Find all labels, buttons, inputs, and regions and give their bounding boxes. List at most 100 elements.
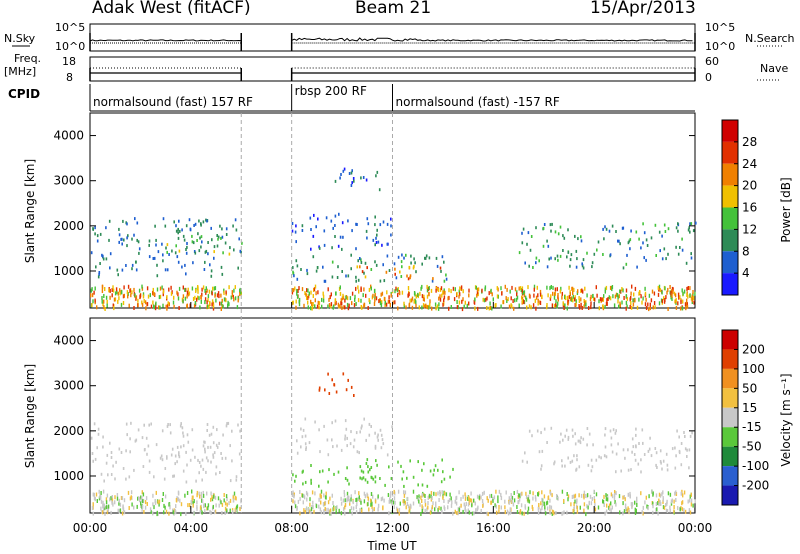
echo-cell xyxy=(302,428,305,432)
y-tick-label: 4000 xyxy=(53,334,84,348)
ground-scatter-cell xyxy=(480,495,482,500)
ground-scatter-cell xyxy=(349,501,351,506)
ground-scatter-cell xyxy=(388,299,391,304)
ground-scatter-cell xyxy=(328,509,330,514)
ground-scatter-cell xyxy=(428,286,430,290)
ground-scatter-cell xyxy=(305,292,307,297)
ground-scatter-cell xyxy=(359,498,361,502)
ground-scatter-cell xyxy=(313,288,315,292)
echo-cell xyxy=(348,482,350,486)
ground-scatter-cell xyxy=(597,505,600,510)
ground-scatter-cell xyxy=(338,287,341,291)
ground-scatter-cell xyxy=(681,500,684,505)
echo-cell xyxy=(683,431,685,434)
ground-scatter-cell xyxy=(417,292,419,297)
ground-scatter-cell xyxy=(220,293,222,298)
echo-cell xyxy=(356,265,359,269)
echo-cell xyxy=(102,257,105,261)
echo-cell xyxy=(204,260,206,264)
ground-scatter-cell xyxy=(323,493,325,498)
ground-scatter-cell xyxy=(120,302,123,307)
echo-cell xyxy=(655,451,658,455)
echo-cell xyxy=(368,433,371,437)
ground-scatter-cell xyxy=(214,509,217,514)
ground-scatter-cell xyxy=(644,291,647,296)
echo-cell xyxy=(337,265,339,269)
ground-scatter-cell xyxy=(686,302,688,307)
ground-scatter-cell xyxy=(481,491,484,496)
echo-cell xyxy=(535,256,538,260)
ground-scatter-cell xyxy=(357,285,359,290)
ground-scatter-cell xyxy=(118,498,120,503)
ground-scatter-cell xyxy=(508,500,510,505)
ground-scatter-cell xyxy=(572,508,574,513)
ground-scatter-cell xyxy=(633,292,635,297)
echo-cell xyxy=(170,453,173,457)
echo-cell xyxy=(205,249,208,253)
echo-cell xyxy=(328,392,331,395)
echo-cell xyxy=(201,478,203,482)
ground-scatter-cell xyxy=(105,295,108,300)
ground-scatter-cell xyxy=(572,494,575,499)
ground-scatter-cell xyxy=(537,492,539,497)
echo-cell xyxy=(350,385,353,389)
echo-cell xyxy=(424,256,426,260)
ground-scatter-cell xyxy=(683,508,685,513)
ground-scatter-cell xyxy=(208,304,210,309)
ground-scatter-cell xyxy=(642,505,644,510)
ground-scatter-cell xyxy=(582,289,584,294)
echo-cell xyxy=(638,237,640,241)
echo-cell xyxy=(394,267,396,271)
ground-scatter-cell xyxy=(475,285,477,290)
echo-cell xyxy=(226,422,228,426)
ground-scatter-cell xyxy=(416,495,418,500)
echo-cell xyxy=(681,248,684,252)
echo-cell xyxy=(586,443,588,447)
ground-scatter-cell xyxy=(457,305,459,310)
echo-cell xyxy=(92,227,94,231)
echo-cell xyxy=(310,481,312,485)
ground-scatter-cell xyxy=(569,292,571,297)
echo-cell xyxy=(225,424,228,428)
echo-cell xyxy=(550,426,553,430)
ground-scatter-cell xyxy=(509,289,511,294)
ground-scatter-cell xyxy=(658,284,661,289)
echo-cell xyxy=(664,230,667,233)
ground-scatter-cell xyxy=(96,305,98,310)
ground-scatter-cell xyxy=(363,304,365,309)
echo-cell xyxy=(215,472,217,476)
echo-cell xyxy=(358,451,360,455)
echo-cell xyxy=(559,254,562,258)
echo-cell xyxy=(550,256,552,260)
echo-cell xyxy=(366,236,368,240)
ground-scatter-cell xyxy=(202,493,205,498)
ground-scatter-cell xyxy=(543,501,546,506)
ground-scatter-cell xyxy=(593,489,595,494)
ground-scatter-cell xyxy=(523,300,525,305)
power-heatmap xyxy=(90,167,697,312)
ground-scatter-cell xyxy=(456,300,458,304)
ground-scatter-cell xyxy=(193,303,196,308)
echo-cell xyxy=(325,216,328,220)
echo-cell xyxy=(178,451,180,455)
ground-scatter-cell xyxy=(422,506,424,511)
echo-cell xyxy=(331,246,333,250)
echo-cell xyxy=(163,477,166,481)
echo-cell xyxy=(193,224,195,227)
echo-cell xyxy=(121,237,123,241)
ground-scatter-cell xyxy=(509,498,512,503)
ground-scatter-cell xyxy=(140,495,142,500)
ground-scatter-cell xyxy=(343,305,345,310)
echo-cell xyxy=(189,227,192,231)
ground-scatter-cell xyxy=(227,303,229,308)
echo-cell xyxy=(359,265,361,269)
ground-scatter-cell xyxy=(662,505,665,510)
ground-scatter-cell xyxy=(427,501,429,505)
ground-scatter-cell xyxy=(116,496,119,501)
ground-scatter-cell xyxy=(594,507,597,512)
ground-scatter-cell xyxy=(193,499,195,504)
x-axis-ticks: 00:00 04:00 08:00 12:00 16:00 20:00 00:00 xyxy=(73,302,712,535)
x-tick-label: 20:00 xyxy=(577,521,612,535)
ground-scatter-cell xyxy=(537,510,540,515)
echo-cell xyxy=(213,256,215,260)
